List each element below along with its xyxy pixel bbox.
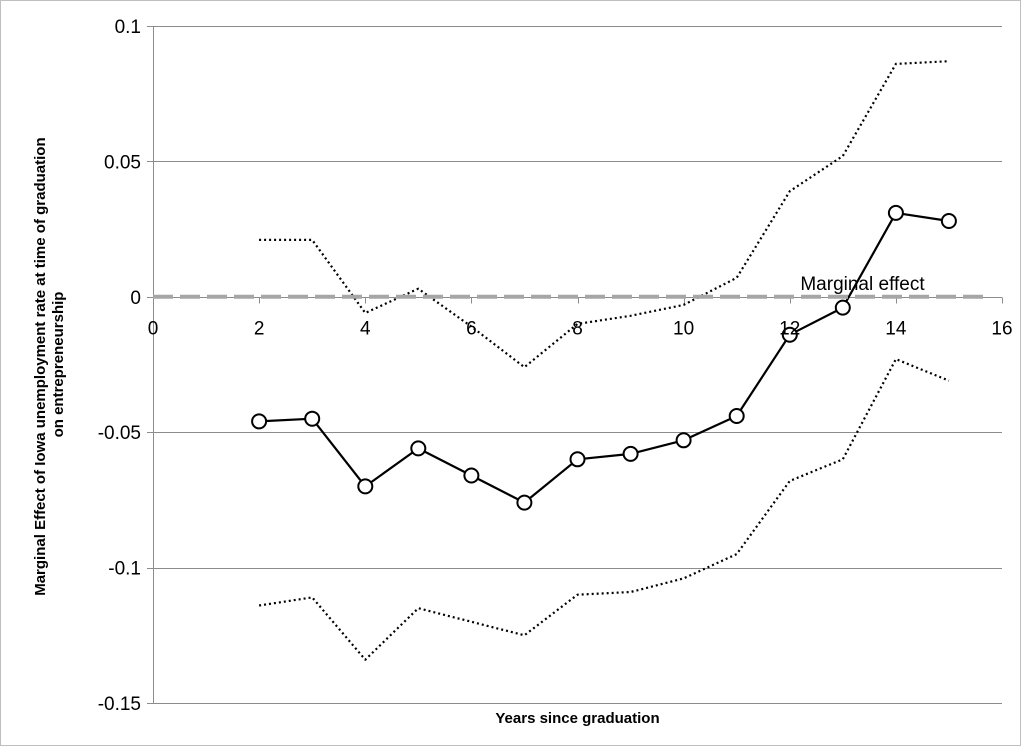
y-axis-title-line-2: on entrepreneurship [50, 292, 67, 438]
x-tick-label-4: 8 [572, 319, 583, 340]
data-point-estimate-13 [940, 213, 957, 229]
y-axis-title: Marginal Effect of Iowa unemployment rat… [32, 133, 67, 596]
x-tick-label-1: 2 [254, 319, 265, 340]
data-point-estimate-7 [622, 445, 639, 462]
tick-labels: 0.1 0.05 0 -0.05 -0.1 -0.15 0 2 4 6 8 10 12 14 16 [98, 17, 1013, 715]
y-tick-label-3: -0.05 [98, 423, 141, 444]
y-axis-title-line-1: Marginal Effect of Iowa unemployment rat… [32, 137, 49, 595]
x-tick-label-6: 12 [779, 319, 800, 340]
data-point-estimate-5 [516, 494, 533, 511]
y-tick-label-2: 0 [130, 288, 141, 309]
data-point-estimate-11 [834, 299, 851, 316]
y-tick-label-0: 0.1 [115, 17, 141, 38]
y-tick-label-5: -0.15 [98, 694, 141, 715]
data-point-estimate-3 [410, 440, 427, 457]
series-label-marginal-effect: Marginal effect [800, 274, 925, 295]
data-point-estimate-4 [463, 467, 480, 484]
data-point-estimate-8 [675, 432, 692, 449]
series-line-estimate [258, 211, 951, 504]
data-point-estimate-6 [569, 451, 586, 468]
x-tick-label-0: 0 [148, 319, 159, 340]
x-tick-label-2: 4 [360, 319, 371, 340]
y-tick-label-4: -0.1 [108, 559, 141, 580]
gridlines [153, 26, 1002, 704]
data-point-estimate-12 [887, 204, 904, 221]
x-axis-title: Years since graduation [495, 710, 659, 727]
series-layer [153, 60, 987, 661]
data-point-estimate-10 [781, 326, 798, 343]
x-tick-label-5: 10 [673, 319, 694, 340]
x-tick-label-7: 14 [885, 319, 907, 340]
x-tick-label-8: 16 [991, 319, 1012, 340]
data-point-estimate-9 [728, 408, 745, 424]
series-line-lower-bound [258, 358, 950, 661]
data-point-estimate-2 [357, 478, 374, 495]
data-point-estimate-0 [251, 413, 268, 430]
data-point-estimate-1 [304, 410, 321, 427]
y-tick-label-1: 0.05 [104, 152, 141, 173]
x-tick-label-3: 6 [466, 319, 477, 340]
